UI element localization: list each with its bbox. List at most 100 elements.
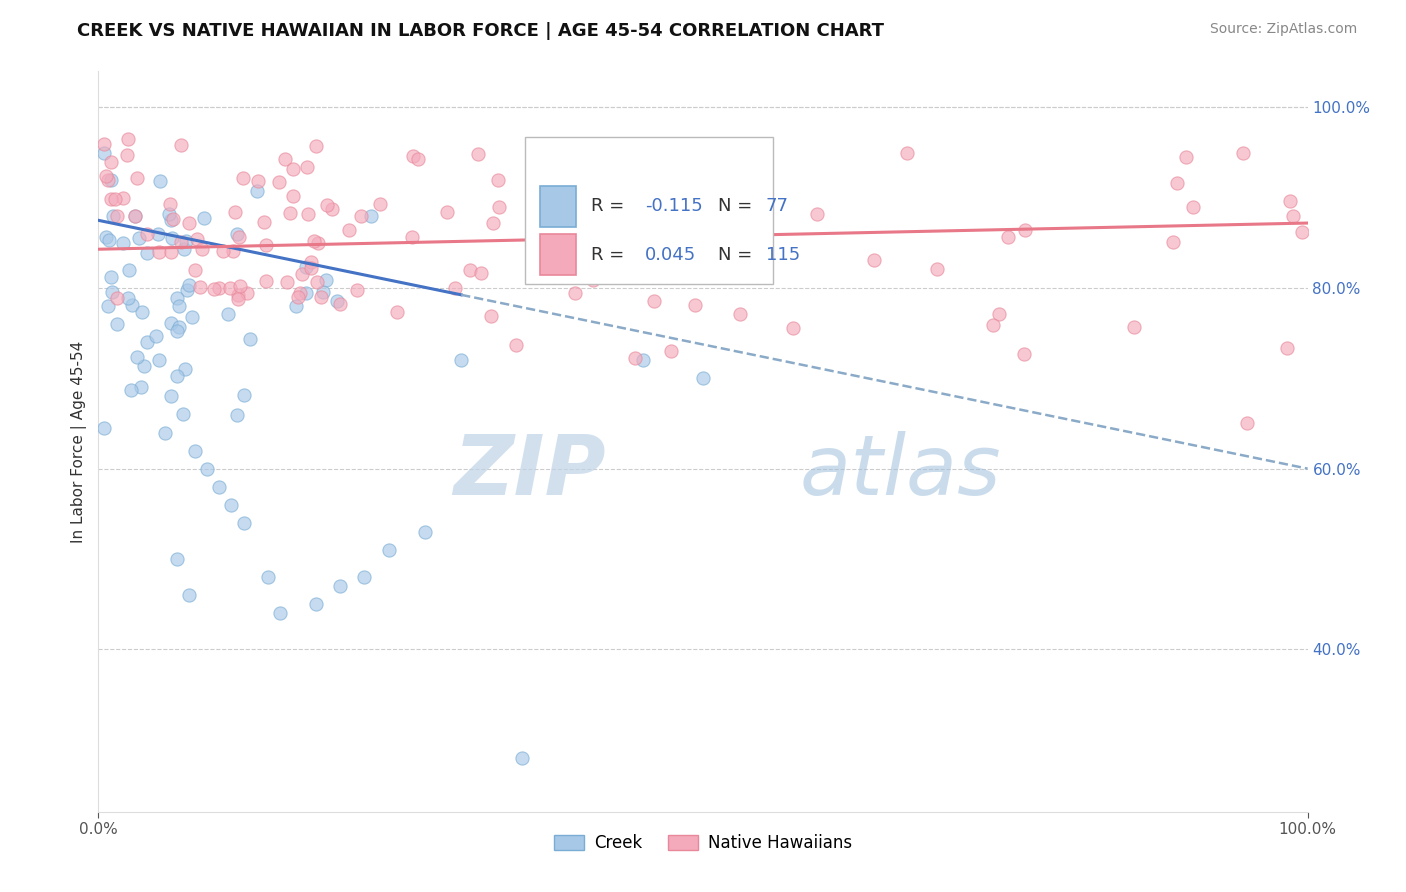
- Text: N =: N =: [717, 197, 758, 216]
- Point: [1012, 347, 1035, 361]
- Point: [987, 307, 1010, 321]
- Text: -0.115: -0.115: [645, 197, 703, 216]
- Point: [135, 227, 157, 241]
- Point: [100, 172, 122, 186]
- Point: [254, 237, 277, 252]
- Point: [312, 285, 335, 299]
- Point: [1278, 194, 1301, 208]
- Text: R =: R =: [591, 197, 630, 216]
- Point: [179, 216, 201, 230]
- Point: [1236, 417, 1258, 431]
- Point: [481, 216, 503, 230]
- Text: 77: 77: [766, 197, 789, 216]
- Point: [179, 588, 201, 602]
- Point: [269, 606, 291, 620]
- Point: [226, 227, 249, 241]
- Point: [486, 173, 509, 187]
- Y-axis label: In Labor Force | Age 45-54: In Labor Force | Age 45-54: [72, 341, 87, 542]
- Point: [307, 235, 329, 250]
- Point: [360, 209, 382, 223]
- Text: 115: 115: [766, 245, 800, 264]
- Point: [101, 209, 124, 223]
- Point: [574, 170, 596, 185]
- Point: [730, 307, 752, 321]
- Point: [219, 281, 242, 295]
- Point: [326, 293, 349, 308]
- Point: [458, 262, 481, 277]
- Point: [863, 253, 886, 268]
- Point: [285, 299, 308, 313]
- Point: [402, 149, 425, 163]
- Point: [166, 291, 188, 305]
- Point: [1166, 176, 1188, 190]
- Point: [806, 207, 828, 221]
- Point: [100, 154, 122, 169]
- Point: [295, 260, 318, 274]
- Point: [896, 146, 918, 161]
- Point: [188, 280, 211, 294]
- Point: [305, 597, 328, 611]
- Point: [406, 153, 429, 167]
- Point: [179, 277, 201, 292]
- Point: [436, 205, 458, 219]
- Point: [413, 524, 436, 539]
- Point: [232, 387, 254, 401]
- Point: [315, 273, 337, 287]
- Point: [184, 443, 207, 458]
- Point: [247, 174, 270, 188]
- Point: [135, 335, 157, 350]
- Point: [510, 750, 533, 764]
- Point: [1232, 146, 1254, 161]
- Point: [295, 285, 318, 300]
- Point: [104, 193, 127, 207]
- Point: [212, 244, 235, 259]
- Text: R =: R =: [591, 245, 630, 264]
- Point: [1175, 150, 1198, 164]
- Point: [94, 169, 117, 183]
- Point: [236, 285, 259, 300]
- Point: [136, 246, 159, 260]
- Point: [281, 161, 304, 176]
- Point: [100, 269, 122, 284]
- Point: [159, 316, 181, 330]
- Point: [564, 285, 586, 300]
- Point: [305, 139, 328, 153]
- Point: [256, 570, 278, 584]
- Point: [97, 172, 120, 186]
- Legend: Creek, Native Hawaiians: Creek, Native Hawaiians: [548, 828, 858, 859]
- Point: [128, 231, 150, 245]
- Point: [997, 230, 1019, 244]
- Point: [377, 542, 399, 557]
- Point: [228, 230, 250, 244]
- Point: [1181, 200, 1204, 214]
- Point: [111, 191, 134, 205]
- Point: [202, 282, 225, 296]
- Point: [287, 290, 309, 304]
- Point: [228, 288, 250, 302]
- Point: [208, 281, 231, 295]
- Point: [283, 189, 305, 203]
- Point: [329, 579, 352, 593]
- Point: [329, 296, 352, 310]
- Point: [97, 233, 120, 247]
- Point: [297, 207, 319, 221]
- FancyBboxPatch shape: [540, 235, 576, 275]
- Point: [153, 425, 176, 440]
- Point: [117, 132, 139, 146]
- Point: [96, 229, 118, 244]
- Point: [239, 332, 262, 346]
- Text: ZIP: ZIP: [454, 431, 606, 512]
- Point: [291, 267, 314, 281]
- Point: [195, 461, 218, 475]
- Point: [157, 207, 180, 221]
- Point: [1275, 341, 1298, 355]
- Point: [118, 263, 141, 277]
- Point: [173, 242, 195, 256]
- Point: [541, 150, 564, 164]
- Point: [129, 380, 152, 394]
- Point: [253, 215, 276, 229]
- Point: [159, 197, 181, 211]
- Point: [148, 244, 170, 259]
- Point: [127, 351, 149, 365]
- Point: [224, 205, 246, 219]
